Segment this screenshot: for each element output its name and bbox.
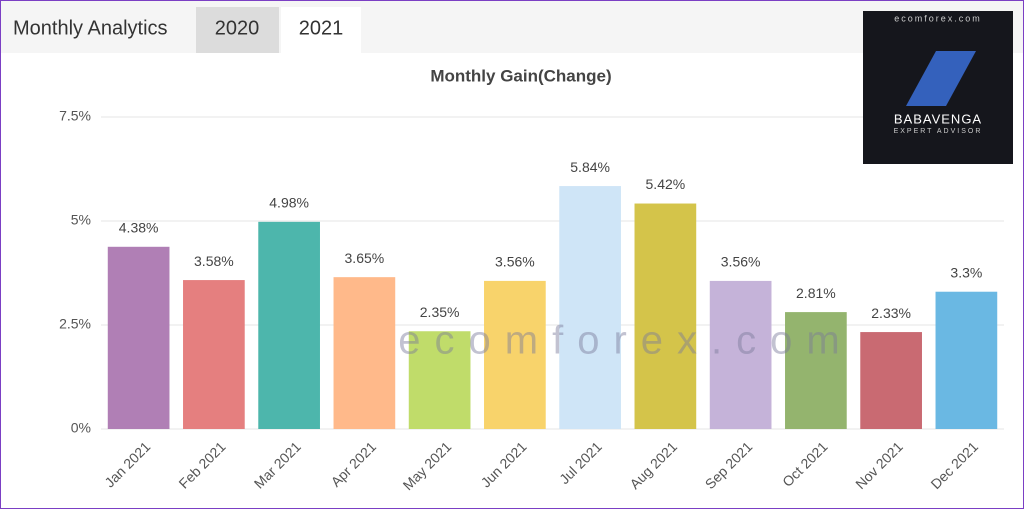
x-tick-label: Sep 2021 bbox=[702, 438, 756, 492]
value-label: 3.56% bbox=[495, 254, 535, 270]
tab[interactable] bbox=[196, 7, 279, 53]
bar bbox=[559, 186, 621, 429]
value-label: 4.38% bbox=[119, 219, 159, 235]
y-tick-label: 0% bbox=[71, 420, 91, 436]
header-bar bbox=[1, 1, 1023, 53]
tab-label[interactable]: 2021 bbox=[299, 17, 344, 39]
bar bbox=[860, 332, 922, 429]
ad-site: ecomforex.com bbox=[894, 13, 982, 23]
x-tick-label: Jul 2021 bbox=[556, 438, 605, 487]
x-tick-label: Feb 2021 bbox=[175, 438, 228, 491]
bar bbox=[634, 203, 697, 429]
x-tick-label: Apr 2021 bbox=[328, 438, 380, 490]
value-label: 2.81% bbox=[796, 285, 836, 301]
value-label: 4.98% bbox=[269, 195, 309, 211]
x-tick-label: May 2021 bbox=[400, 438, 455, 493]
x-tick-label: Oct 2021 bbox=[779, 438, 831, 490]
x-tick-label: Nov 2021 bbox=[852, 438, 906, 492]
bar bbox=[107, 246, 170, 429]
bar bbox=[785, 312, 847, 429]
y-tick-label: 5% bbox=[71, 212, 91, 228]
value-label: 3.56% bbox=[721, 254, 761, 270]
tab-active[interactable] bbox=[281, 7, 361, 53]
bar bbox=[935, 291, 998, 429]
bar bbox=[709, 280, 772, 429]
ad-logo bbox=[906, 51, 976, 106]
value-label: 3.58% bbox=[194, 253, 234, 269]
chart-title: Monthly Gain(Change) bbox=[430, 66, 611, 85]
value-label: 5.42% bbox=[646, 176, 686, 192]
bar bbox=[484, 280, 546, 429]
bar bbox=[408, 331, 471, 429]
x-tick-label: Jan 2021 bbox=[101, 438, 153, 490]
value-label: 2.35% bbox=[420, 304, 460, 320]
watermark: ecomforex.com bbox=[398, 319, 853, 363]
ad-tagline: EXPERT ADVISOR bbox=[894, 128, 983, 135]
y-tick-label: 7.5% bbox=[59, 108, 91, 124]
x-tick-label: Mar 2021 bbox=[251, 438, 304, 491]
x-tick-label: Aug 2021 bbox=[626, 438, 680, 492]
y-tick-label: 2.5% bbox=[59, 316, 91, 332]
plot: 0% 2.5% 5% 7.5% 4.38% Jan 2021 3.58% Feb 2021 4.… bbox=[59, 108, 1004, 493]
header-title: Monthly Analytics bbox=[13, 17, 168, 39]
ad-brand: BABAVENGA bbox=[894, 111, 982, 126]
x-tick-label: Jun 2021 bbox=[478, 438, 530, 490]
bar bbox=[183, 280, 245, 429]
value-label: 2.33% bbox=[871, 305, 911, 321]
x-tick-label: Dec 2021 bbox=[927, 438, 981, 492]
bar bbox=[258, 221, 320, 429]
value-label: 3.65% bbox=[345, 250, 385, 266]
value-label: 5.84% bbox=[570, 159, 610, 175]
bar bbox=[333, 277, 396, 429]
value-label: 3.3% bbox=[950, 264, 982, 280]
tab-label[interactable]: 2020 bbox=[215, 17, 260, 39]
